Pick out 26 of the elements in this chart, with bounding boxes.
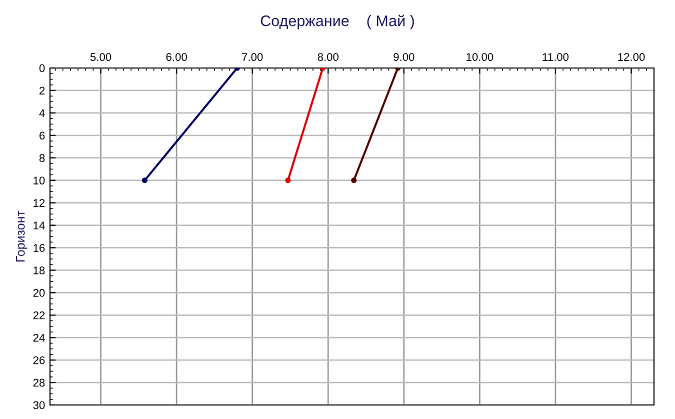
- y-tick-label: 4: [39, 109, 45, 117]
- y-tick-label: 28: [33, 378, 45, 387]
- y-tick-label: 24: [33, 334, 45, 342]
- y-tick-label: 8: [39, 154, 45, 162]
- y-tick-label: 6: [40, 132, 45, 140]
- y-tick-label: 16: [34, 244, 45, 252]
- y-tick-label: 10: [34, 176, 45, 184]
- x-tick-label: 6.00: [166, 53, 187, 61]
- x-tick-label: 10.00: [466, 53, 494, 61]
- x-tick-label: 8.00: [318, 53, 339, 61]
- x-tick-label: 11.00: [542, 53, 569, 61]
- y-tick-label: 30: [33, 401, 45, 410]
- y-tick-label: 26: [33, 356, 45, 364]
- y-axis-title: Горизонт: [16, 210, 28, 262]
- x-tick-label: 7.00: [242, 53, 263, 61]
- x-tick-label: 5.00: [90, 53, 112, 61]
- y-tick-label: 0: [39, 64, 45, 72]
- y-tick-label: 12: [34, 199, 45, 207]
- y-tick-label: 2: [40, 86, 45, 94]
- chart-title: Содержание ( Май ): [260, 14, 414, 30]
- y-tick-label: 14: [34, 222, 45, 230]
- x-tick-label: 9.00: [394, 53, 414, 61]
- y-tick-label: 22: [33, 311, 45, 320]
- x-tick-label: 12.00: [618, 53, 645, 61]
- y-tick-label: 18: [34, 266, 45, 274]
- y-tick-label: 20: [33, 288, 45, 297]
